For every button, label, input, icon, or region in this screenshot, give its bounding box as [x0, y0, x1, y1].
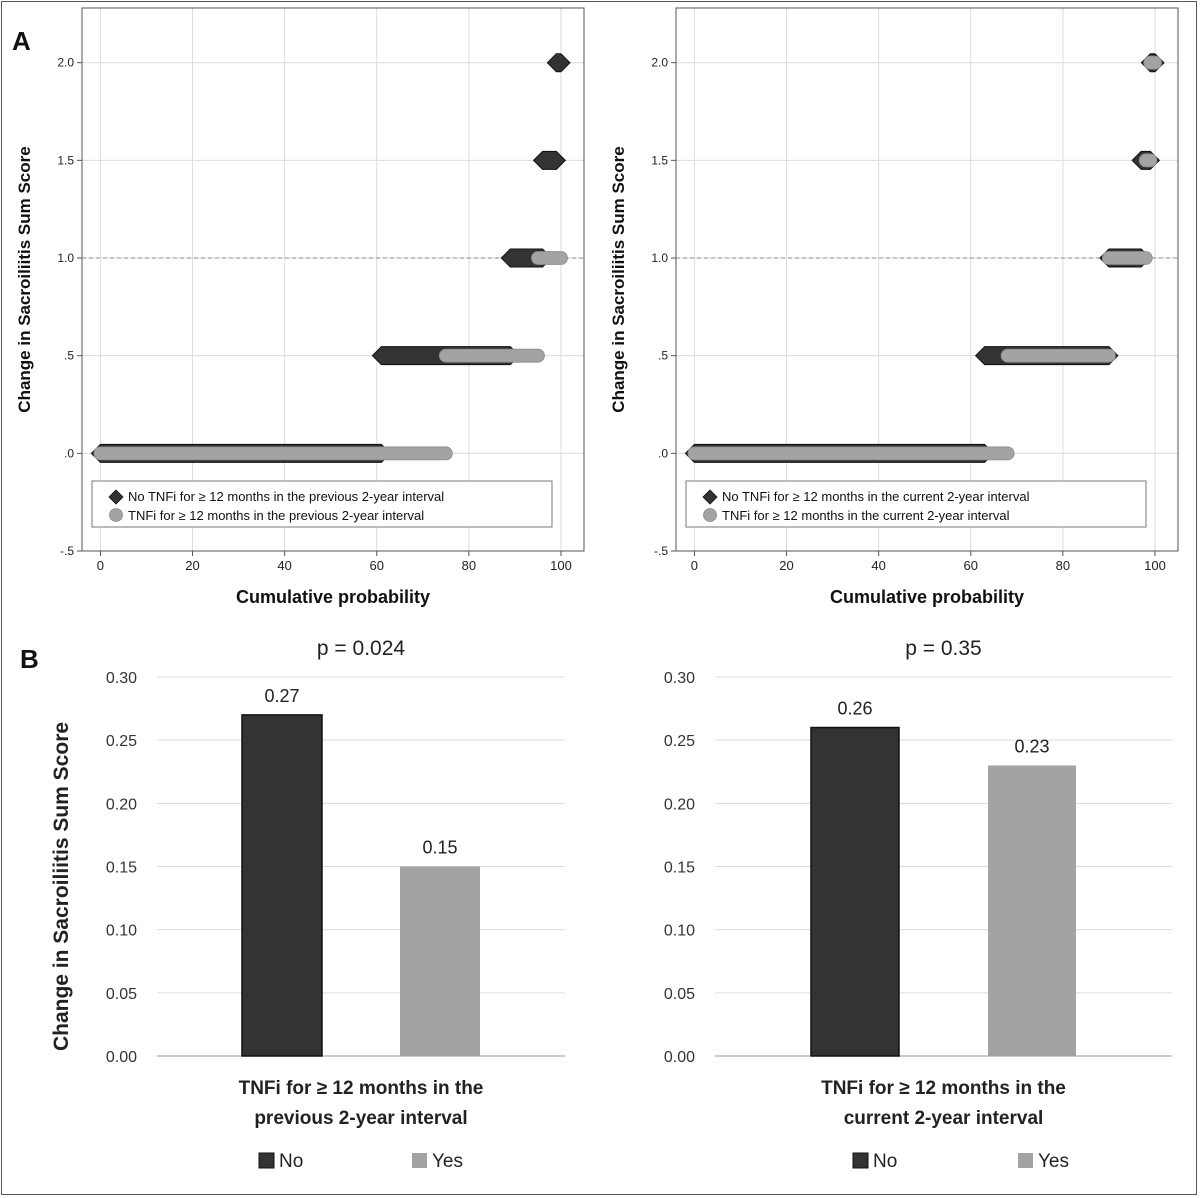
x-tick-label: 100 — [1144, 558, 1166, 573]
y-tick-label: 2.0 — [57, 56, 74, 70]
bar-yes — [988, 765, 1076, 1056]
x-tick-label: 80 — [462, 558, 476, 573]
x-axis-label: previous 2-year interval — [254, 1108, 467, 1129]
bar-data-label: 0.23 — [1014, 736, 1049, 756]
bar-data-label: 0.15 — [422, 838, 457, 858]
x-tick-label: 40 — [871, 558, 885, 573]
legend-label: Yes — [432, 1151, 463, 1172]
legend-swatch-no — [852, 1152, 869, 1169]
bar-data-label: 0.27 — [264, 686, 299, 706]
x-tick-label: 60 — [964, 558, 978, 573]
x-tick-label: 40 — [277, 558, 291, 573]
y-axis-label: Change in Sacroiliitis Sum Score — [50, 722, 73, 1051]
y-tick-label: 0.05 — [664, 986, 695, 1003]
diamond-marker-band — [532, 150, 567, 170]
circle-marker-band — [1143, 55, 1162, 70]
y-tick-label: 1.5 — [651, 153, 668, 167]
legend-swatch-yes — [1018, 1153, 1033, 1168]
circle-marker-band — [1000, 348, 1116, 363]
y-tick-label: 0.25 — [106, 733, 137, 750]
plot-frame — [675, 7, 1179, 552]
bar-data-label: 0.26 — [837, 699, 872, 719]
legend-diamond-swatch — [108, 489, 124, 505]
y-tick-label: .5 — [658, 349, 668, 363]
legend-label: TNFi for ≥ 12 months in the current 2-ye… — [722, 508, 1010, 523]
legend-box — [91, 480, 553, 528]
y-tick-label: 0.00 — [106, 1049, 137, 1066]
plot-frame — [81, 7, 585, 552]
x-axis-label: current 2-year interval — [844, 1108, 1044, 1129]
legend: No TNFi for ≥ 12 months in the previous … — [91, 480, 553, 528]
x-tick-label: 0 — [691, 558, 698, 573]
legend-circle-swatch — [109, 508, 123, 522]
y-tick-label: 1.5 — [57, 153, 74, 167]
legend: No TNFi for ≥ 12 months in the current 2… — [685, 480, 1147, 528]
y-tick-label: 0.10 — [106, 923, 137, 940]
x-tick-label: 0 — [97, 558, 104, 573]
legend-swatch-no — [258, 1152, 275, 1169]
circle-marker-band — [93, 446, 453, 461]
p-value-title: p = 0.024 — [317, 637, 405, 660]
y-tick-label: 0.05 — [106, 986, 137, 1003]
panel-b-label: B — [20, 644, 39, 674]
x-axis-label: TNFi for ≥ 12 months in the — [821, 1078, 1066, 1099]
x-axis-label: Cumulative probability — [830, 587, 1024, 607]
cdf-chart-current: 0 20 40 60 80 100 -.5 .0 .5 1.0 1.5 2.0 No TNFi for … — [609, 7, 1179, 607]
circle-marker-band — [1138, 153, 1158, 168]
y-tick-label: 0.30 — [106, 670, 137, 687]
y-tick-label: 0.20 — [106, 796, 137, 813]
x-tick-label: 60 — [370, 558, 384, 573]
y-tick-label: 0.00 — [664, 1049, 695, 1066]
p-value-title: p = 0.35 — [905, 637, 981, 660]
y-tick-label: 0.30 — [664, 670, 695, 687]
x-tick-label: 80 — [1056, 558, 1070, 573]
y-tick-label: -.5 — [60, 544, 74, 558]
y-tick-label: .0 — [658, 446, 668, 460]
legend-label: Yes — [1038, 1151, 1069, 1172]
y-axis-label: Change in Sacroiliitis Sum Score — [609, 146, 628, 412]
circle-marker-band — [687, 446, 1015, 461]
legend-label: No — [873, 1151, 897, 1172]
legend-label: No TNFi for ≥ 12 months in the previous … — [128, 489, 444, 504]
y-tick-label: -.5 — [654, 544, 668, 558]
y-tick-label: 0.20 — [664, 796, 695, 813]
bar-yes — [400, 866, 480, 1056]
legend-swatch-yes — [412, 1153, 427, 1168]
circle-marker-band — [531, 251, 568, 265]
x-axis-label: Cumulative probability — [236, 587, 430, 607]
y-tick-label: .0 — [64, 446, 74, 460]
y-axis-label: Change in Sacroiliitis Sum Score — [15, 146, 34, 412]
x-tick-label: 20 — [779, 558, 793, 573]
bar-no — [810, 726, 900, 1057]
legend-label: No — [279, 1151, 303, 1172]
y-tick-label: 0.10 — [664, 923, 695, 940]
x-tick-label: 20 — [185, 558, 199, 573]
y-tick-label: 1.0 — [57, 251, 74, 265]
y-tick-label: 2.0 — [651, 56, 668, 70]
legend-diamond-swatch — [702, 489, 718, 505]
legend-circle-swatch — [703, 508, 717, 522]
bar-chart-previous: 0.00 0.05 0.10 0.15 0.20 0.25 0.30 p = 0.024 0.2… — [50, 637, 565, 1172]
panel-a-label: A — [12, 26, 31, 56]
cdf-chart-previous: 0 20 40 60 80 100 -.5 .0 .5 1.0 1.5 2.0 No TNFi for … — [15, 7, 585, 607]
y-tick-label: 1.0 — [651, 251, 668, 265]
y-tick-label: .5 — [64, 349, 74, 363]
x-axis-label: TNFi for ≥ 12 months in the — [239, 1078, 484, 1099]
circle-marker-band — [438, 348, 545, 363]
legend-label: No TNFi for ≥ 12 months in the current 2… — [722, 489, 1030, 504]
y-tick-label: 0.15 — [106, 860, 137, 877]
legend-label: TNFi for ≥ 12 months in the previous 2-y… — [128, 508, 424, 523]
bar-chart-current: 0.00 0.05 0.10 0.15 0.20 0.25 0.30 p = 0.35 0.26… — [664, 637, 1172, 1172]
y-tick-label: 0.25 — [664, 733, 695, 750]
diamond-marker-band — [546, 53, 571, 73]
circle-marker-band — [1102, 251, 1153, 265]
x-tick-label: 100 — [550, 558, 572, 573]
legend-box — [685, 480, 1147, 528]
y-tick-label: 0.15 — [664, 860, 695, 877]
bar-no — [241, 714, 323, 1057]
